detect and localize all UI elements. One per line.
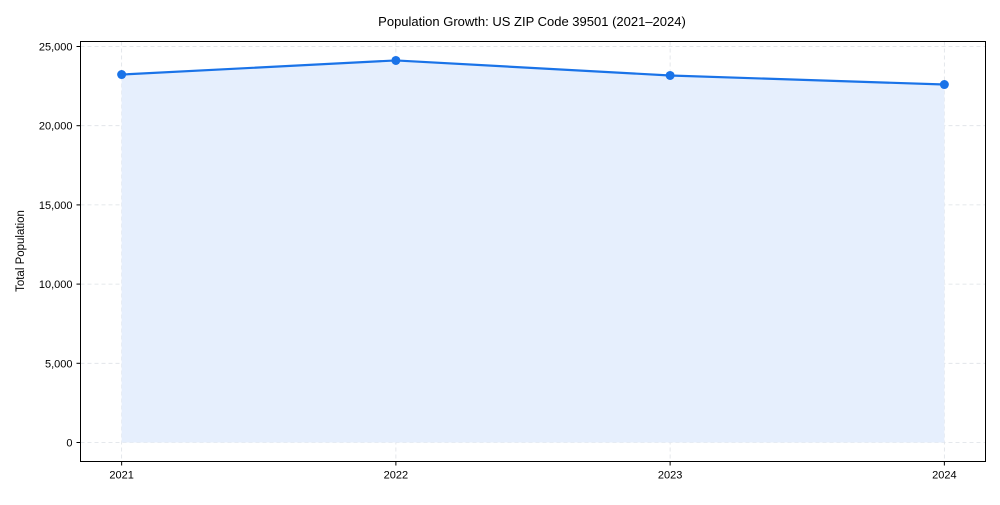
- data-point: [391, 55, 401, 65]
- series-line: [121, 59, 945, 86]
- y-tick-label: 25,000: [39, 42, 73, 54]
- x-tick-label: 2022: [384, 470, 408, 482]
- y-axis-label: Total Population: [15, 210, 27, 292]
- y-tick-label: 0: [66, 437, 72, 449]
- plot-frame: [80, 41, 986, 462]
- data-point: [665, 70, 675, 80]
- area-fill: [121, 60, 945, 443]
- chart-title: Population Growth: US ZIP Code 39501 (20…: [378, 14, 686, 29]
- data-point: [939, 80, 949, 90]
- x-tick-label: 2024: [932, 470, 956, 482]
- x-tick-label: 2021: [109, 470, 133, 482]
- y-tick-label: 10,000: [39, 279, 73, 291]
- x-tick-label: 2023: [658, 470, 682, 482]
- y-tick-label: 15,000: [39, 200, 73, 212]
- y-tick-label: 5,000: [45, 358, 73, 370]
- y-tick-label: 20,000: [39, 121, 73, 133]
- data-point: [117, 70, 127, 80]
